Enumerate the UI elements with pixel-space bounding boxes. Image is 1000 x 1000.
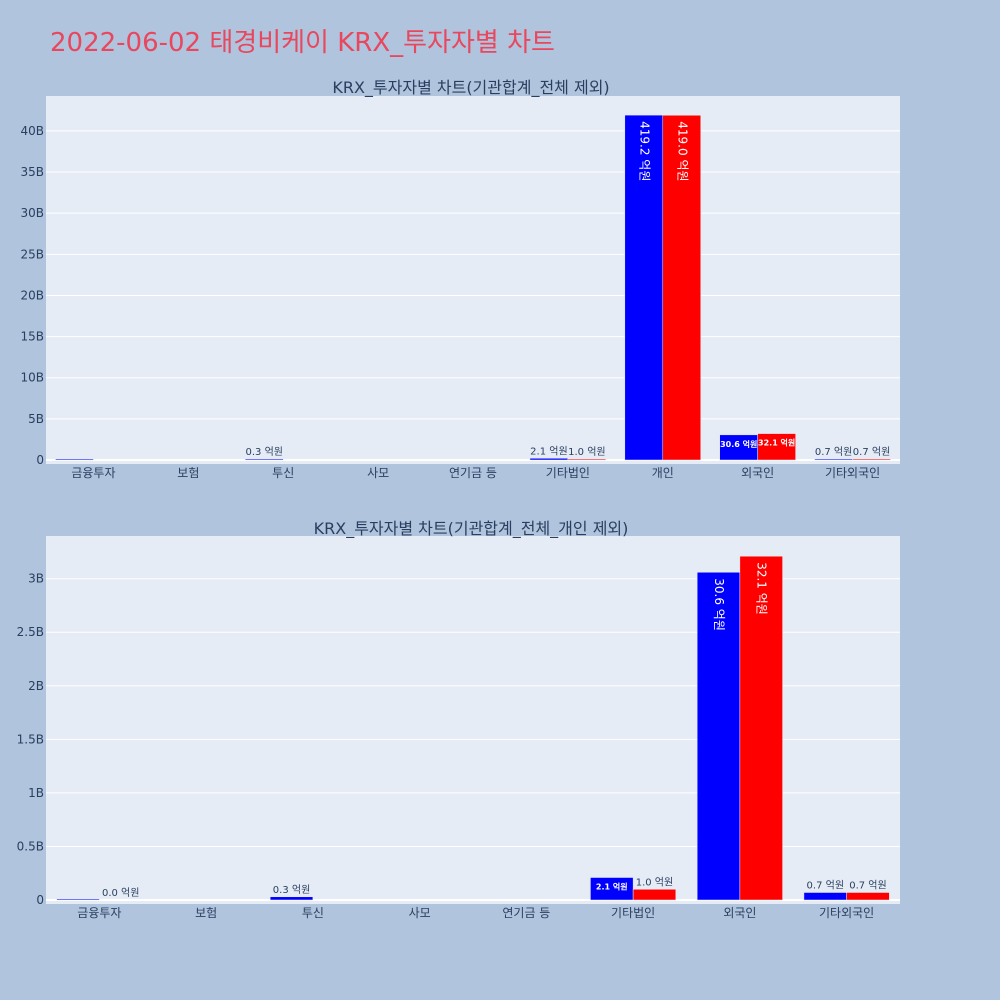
bar [739,555,783,901]
data-label: 419.2 억원 [637,121,651,181]
y-tick-label: 1.5B [17,732,44,746]
data-label: 419.0 억원 [675,121,689,181]
y-tick-label: 5B [28,412,44,426]
y-tick-label: 0 [36,893,44,907]
x-tick-label: 사모 [367,466,389,480]
bar [719,434,758,461]
data-label: 0.7 억원 [853,446,890,458]
y-tick-label: 40B [20,124,44,138]
x-tick-label: 연기금 등 [502,906,550,920]
data-label: 0.3 억원 [273,884,310,896]
y-tick-label: 0.5B [17,839,44,853]
x-tick-label: 투신 [272,466,294,480]
plot-area [46,96,900,464]
y-tick-label: 20B [20,288,44,302]
data-label: 0.7 억원 [815,446,852,458]
x-tick-label: 외국인 [741,466,774,480]
x-tick-label: 기타외국인 [825,466,880,480]
y-tick-label: 0 [36,453,44,467]
bar [56,898,100,901]
y-tick-label: 30B [20,206,44,220]
bar [567,458,607,461]
x-tick-label: 연기금 등 [449,466,497,480]
bar [846,892,890,901]
data-label: 32.1 억원 [755,562,769,615]
x-tick-label: 금융투자 [71,466,115,480]
bar [662,115,701,461]
chart-bottom: 0 0.5B 1B 1.5B 2B 2.5B 3B KRX_투자자별 차트(기관합계_전체_개… [17,519,900,920]
x-tick-label: 외국인 [723,906,756,920]
data-label: 32.1 억원 [758,438,795,448]
bar [55,458,94,461]
bar [757,433,796,461]
data-label: 2.1 억원 [596,882,628,892]
y-tick-label: 1B [28,786,44,800]
bar [529,458,569,461]
x-tick-label: 사모 [409,906,431,920]
chart-title: KRX_투자자별 차트(기관합계_전체_개인 제외) [314,519,629,539]
x-tick-label: 금융투자 [77,906,121,920]
bar [624,114,664,461]
y-tick-label: 2.5B [17,625,44,639]
y-tick-label: 15B [20,330,44,344]
bar [814,458,853,461]
bar [245,458,284,461]
data-label: 0.7 억원 [807,880,844,892]
data-label: 30.6 억원 [720,439,757,449]
y-tick-label: 3B [28,572,44,586]
x-tick-label: 기타외국인 [819,906,874,920]
bar [696,572,741,901]
y-tick-label: 10B [20,371,44,385]
chart-title: KRX_투자자별 차트(기관합계_전체 제외) [332,78,609,98]
data-label: 0.0 억원 [102,887,139,899]
data-label: 1.0 억원 [636,876,673,888]
x-tick-label: 기타법인 [611,906,655,920]
x-tick-label: 투신 [302,906,324,920]
x-tick-label: 보험 [195,906,217,920]
data-label: 1.0 억원 [568,446,605,458]
bar [590,877,634,901]
x-tick-label: 기타법인 [546,466,590,480]
bar [803,892,847,901]
y-tick-label: 25B [20,247,44,261]
x-tick-label: 보험 [177,466,199,480]
y-tick-label: 2B [28,679,44,693]
y-tick-label: 35B [20,165,44,179]
data-label: 0.3 억원 [246,446,283,458]
chart-top: 0 5B 10B 15B 20B 25B 30B 35B 40B KRX_투자자별 차트(기관합계… [20,78,900,480]
page-title: 2022-06-02 태경비케이 KRX_투자자별 차트 [50,28,555,58]
data-label: 30.6 억원 [712,578,726,631]
bar [632,889,677,901]
x-tick-label: 개인 [652,466,674,480]
bar [269,896,314,901]
bar [852,458,891,461]
data-label: 0.7 억원 [849,880,886,892]
data-label: 2.1 억원 [530,445,567,457]
